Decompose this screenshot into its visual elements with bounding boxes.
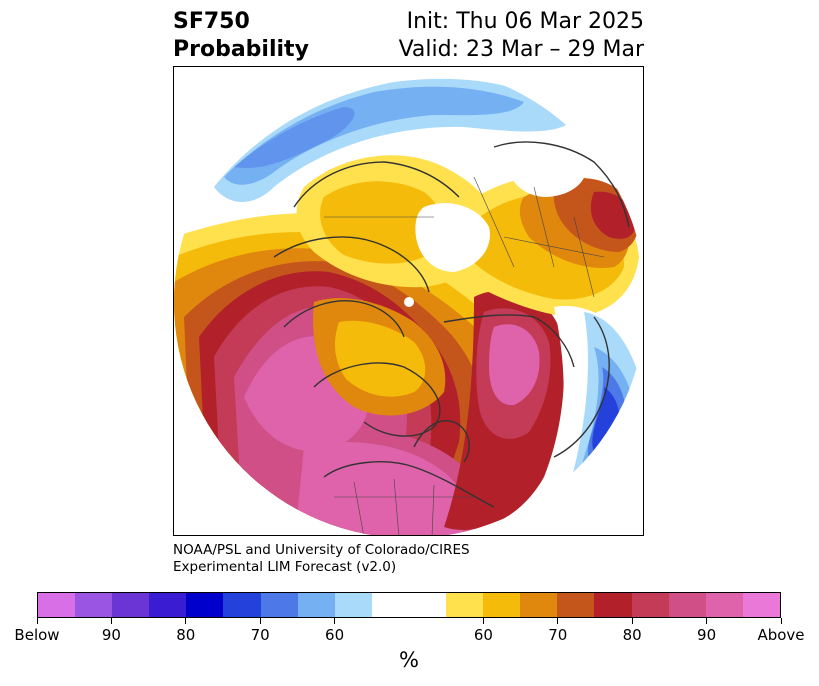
- colorbar-label: Above: [757, 626, 805, 644]
- colorbar-segment: [38, 593, 76, 617]
- colorbar-label: 60: [473, 626, 493, 644]
- colorbar-tick: [185, 618, 187, 624]
- title-right: Init: Thu 06 Mar 2025 Valid: 23 Mar – 29…: [399, 8, 644, 64]
- colorbar-label: 90: [697, 626, 717, 644]
- colorbar-segment: [260, 593, 298, 617]
- colorbar-tick: [334, 618, 336, 624]
- colorbar-segment: [112, 593, 150, 617]
- coastlines: [273, 141, 630, 508]
- probability-colorbar: [37, 592, 781, 618]
- product-title: Probability: [173, 37, 309, 62]
- colorbar-label: Below: [14, 626, 60, 644]
- colorbar-segment: [334, 593, 372, 617]
- colorbar-segment: [483, 593, 521, 617]
- valid-range: Valid: 23 Mar – 29 Mar: [398, 37, 644, 62]
- colorbar-label: 80: [176, 626, 196, 644]
- map-panel: [173, 66, 644, 536]
- colorbar-segment: [557, 593, 595, 617]
- colorbar-segment: [520, 593, 558, 617]
- colorbar-segment: [371, 593, 447, 617]
- colorbar-segment: [149, 593, 187, 617]
- borders: [324, 176, 605, 535]
- colorbar-tick: [36, 618, 38, 624]
- colorbar-tick: [557, 618, 559, 624]
- colorbar-label: 90: [101, 626, 121, 644]
- colorbar-segment: [668, 593, 706, 617]
- colorbar-segment: [75, 593, 113, 617]
- colorbar-tick: [631, 618, 633, 624]
- colorbar-label: 70: [250, 626, 270, 644]
- init-date: Init: Thu 06 Mar 2025: [406, 9, 644, 34]
- colorbar-segment: [594, 593, 632, 617]
- credit-line1: NOAA/PSL and University of Colorado/CIRE…: [173, 542, 470, 558]
- colorbar-tick: [706, 618, 708, 624]
- title-left: SF750 Probability: [173, 8, 309, 64]
- colorbar-label: 60: [325, 626, 345, 644]
- probability-map: [174, 67, 643, 535]
- colorbar-segment: [705, 593, 743, 617]
- colorbar-tick: [482, 618, 484, 624]
- colorbar-segment: [446, 593, 484, 617]
- colorbar-segment: [631, 593, 669, 617]
- colorbar-segment: [297, 593, 335, 617]
- probability-field: [174, 67, 643, 535]
- colorbar-label: 80: [622, 626, 642, 644]
- colorbar-label: 70: [548, 626, 568, 644]
- colorbar-tick: [780, 618, 782, 624]
- colorbar-tick: [259, 618, 261, 624]
- colorbar-unit: %: [399, 648, 419, 672]
- credit-text: NOAA/PSL and University of Colorado/CIRE…: [173, 542, 470, 576]
- variable-title: SF750: [173, 9, 250, 34]
- credit-line2: Experimental LIM Forecast (v2.0): [173, 559, 397, 575]
- colorbar-segment: [742, 593, 780, 617]
- colorbar-segment: [223, 593, 261, 617]
- colorbar-tick: [110, 618, 112, 624]
- colorbar-segment: [186, 593, 224, 617]
